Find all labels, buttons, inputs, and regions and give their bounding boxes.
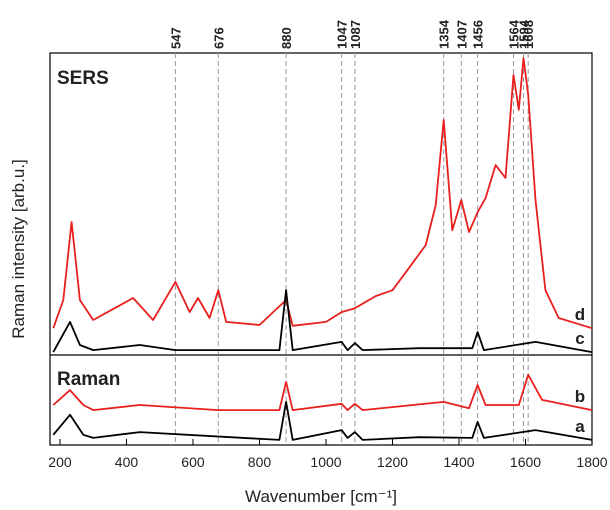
series-label: d: [575, 305, 585, 324]
series-label: a: [575, 417, 585, 436]
peak-label: 1354: [437, 19, 452, 49]
x-tick-label: 400: [115, 454, 139, 470]
peak-label: 1608: [521, 20, 536, 49]
peak-label: 1456: [471, 20, 486, 49]
spectrum-line: [52, 289, 593, 353]
series-label: b: [575, 387, 585, 406]
peak-label: 1564: [507, 19, 522, 49]
peak-label: 1407: [454, 20, 469, 49]
peak-label: 1087: [348, 20, 363, 49]
x-tick-label: 200: [48, 454, 72, 470]
peak-label: 676: [211, 27, 226, 49]
x-tick-label: 1800: [576, 454, 607, 470]
x-tick-label: 800: [248, 454, 272, 470]
peak-label: 547: [168, 27, 183, 49]
series-label: c: [575, 329, 584, 348]
y-axis-label: Raman intensity [arb.u.]: [9, 159, 28, 339]
panel-label: Raman: [57, 369, 120, 390]
spectrum-line: [52, 401, 593, 441]
x-tick-label: 1200: [377, 454, 408, 470]
peak-label: 1047: [335, 20, 350, 49]
peak-label: 880: [279, 27, 294, 49]
spectrum-line: [52, 373, 593, 411]
spectrum-line: [52, 57, 593, 330]
plot-frame: [49, 52, 593, 446]
x-tick-label: 1000: [310, 454, 341, 470]
x-tick-label: 600: [181, 454, 205, 470]
x-tick-label: 1400: [443, 454, 474, 470]
x-axis-label: Wavenumber [cm⁻¹]: [245, 487, 397, 506]
panel-label: SERS: [57, 68, 109, 89]
peak-label: 1594: [517, 19, 532, 49]
x-tick-label: 1600: [510, 454, 541, 470]
